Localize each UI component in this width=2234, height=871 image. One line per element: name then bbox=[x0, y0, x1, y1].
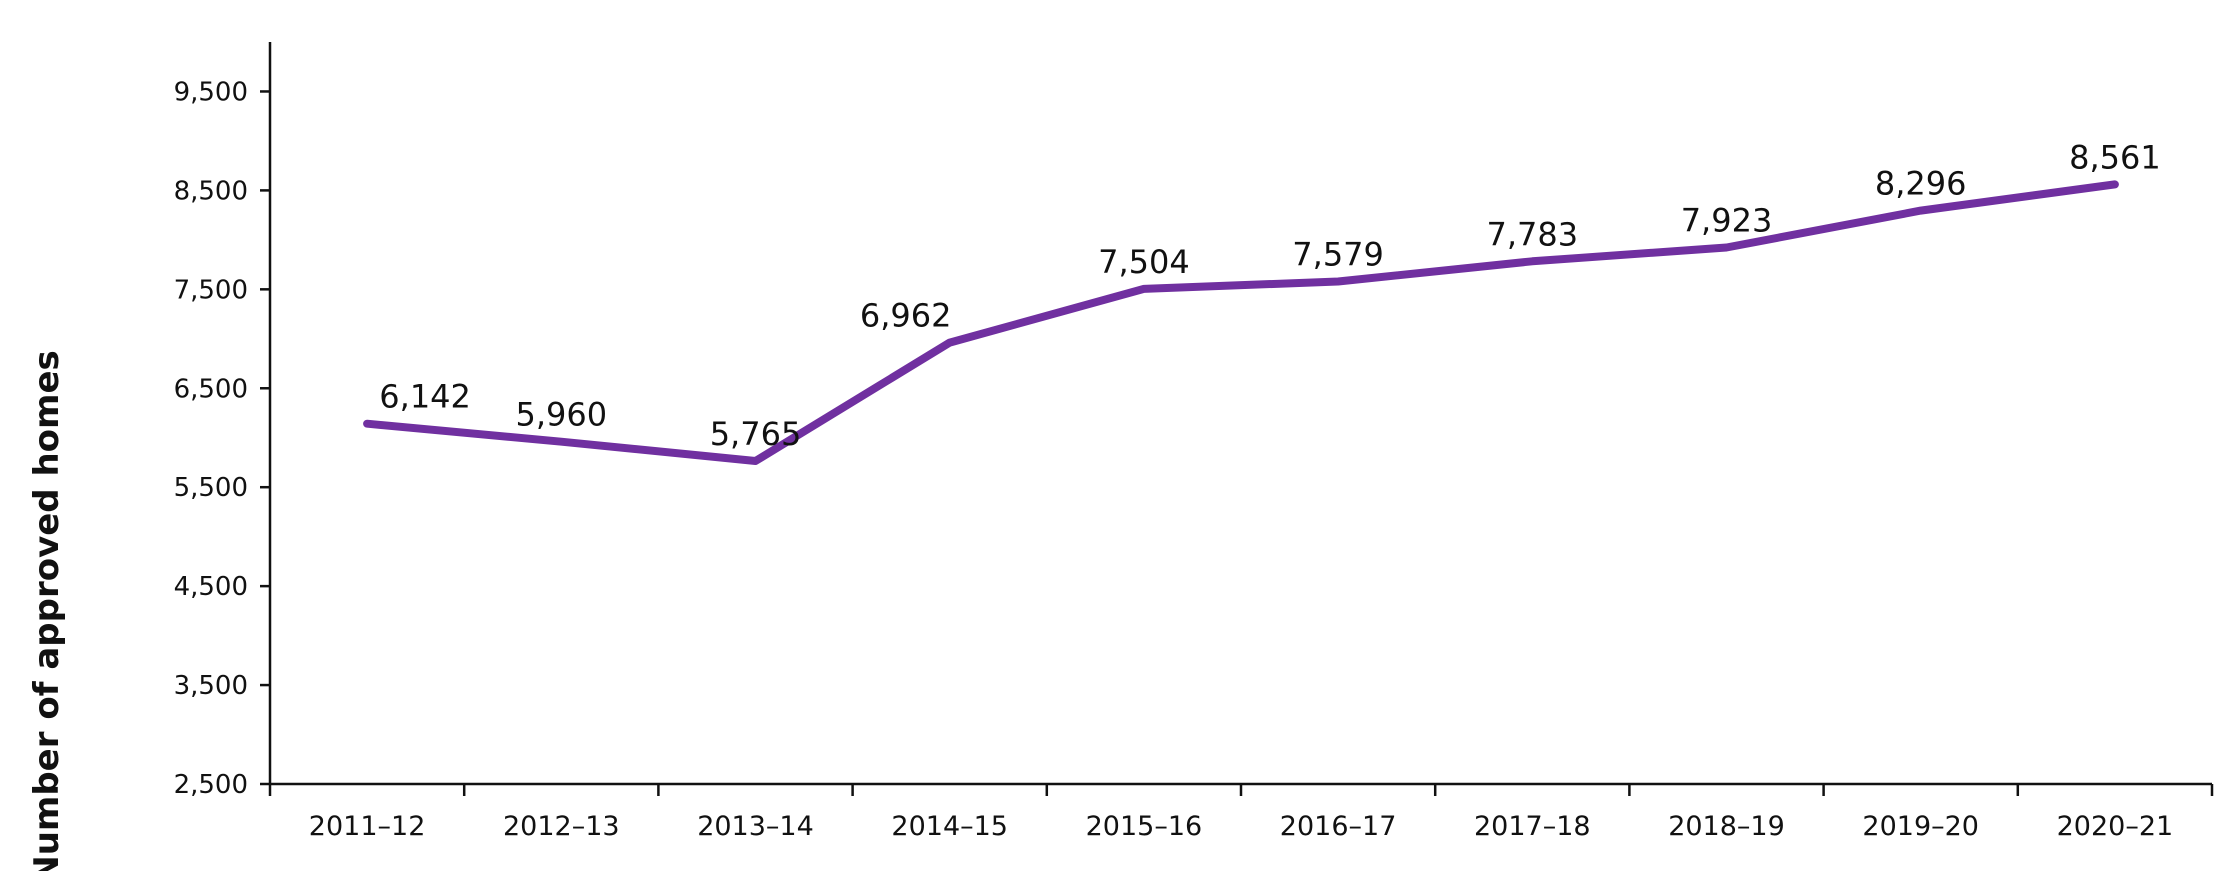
y-tick-label: 6,500 bbox=[174, 374, 248, 404]
data-point bbox=[2114, 183, 2116, 185]
x-tick-label: 2017–18 bbox=[1474, 811, 1591, 842]
x-tick-label: 2015–16 bbox=[1086, 811, 1203, 842]
data-point bbox=[1920, 210, 1922, 212]
data-point bbox=[366, 423, 368, 425]
data-label: 5,765 bbox=[710, 415, 802, 453]
data-point bbox=[1143, 288, 1145, 290]
data-label: 7,923 bbox=[1681, 201, 1773, 239]
data-label: 7,504 bbox=[1098, 243, 1190, 281]
data-point bbox=[1531, 260, 1533, 262]
x-tick-label: 2018–19 bbox=[1668, 811, 1785, 842]
data-point bbox=[1337, 281, 1339, 283]
data-label: 6,962 bbox=[860, 297, 952, 335]
y-tick-label: 8,500 bbox=[174, 176, 248, 206]
y-tick-label: 4,500 bbox=[174, 572, 248, 602]
x-tick-label: 2019–20 bbox=[1862, 811, 1979, 842]
x-tick-label: 2020–21 bbox=[2057, 811, 2174, 842]
y-tick-label: 9,500 bbox=[174, 77, 248, 107]
data-label: 7,783 bbox=[1486, 215, 1578, 253]
data-label: 8,296 bbox=[1875, 165, 1967, 203]
data-point bbox=[1726, 246, 1727, 248]
x-tick-label: 2013–14 bbox=[697, 811, 814, 842]
data-label: 5,960 bbox=[515, 396, 607, 434]
y-axis-title: Number of approved homes bbox=[27, 350, 67, 871]
data-point bbox=[949, 342, 951, 344]
x-tick-label: 2014–15 bbox=[891, 811, 1008, 842]
data-point bbox=[560, 441, 562, 443]
data-point bbox=[755, 460, 756, 462]
data-label: 8,561 bbox=[2069, 138, 2161, 176]
x-tick-label: 2011–12 bbox=[309, 811, 426, 842]
data-label: 6,142 bbox=[379, 378, 471, 416]
x-tick-label: 2012–13 bbox=[503, 811, 620, 842]
y-tick-label: 7,500 bbox=[174, 275, 248, 305]
y-tick-label: 5,500 bbox=[174, 473, 248, 503]
y-tick-label: 3,500 bbox=[174, 671, 248, 701]
data-label: 7,579 bbox=[1292, 236, 1384, 274]
series-line bbox=[363, 180, 2119, 465]
x-tick-label: 2016–17 bbox=[1280, 811, 1397, 842]
y-tick-label: 2,500 bbox=[174, 770, 248, 800]
